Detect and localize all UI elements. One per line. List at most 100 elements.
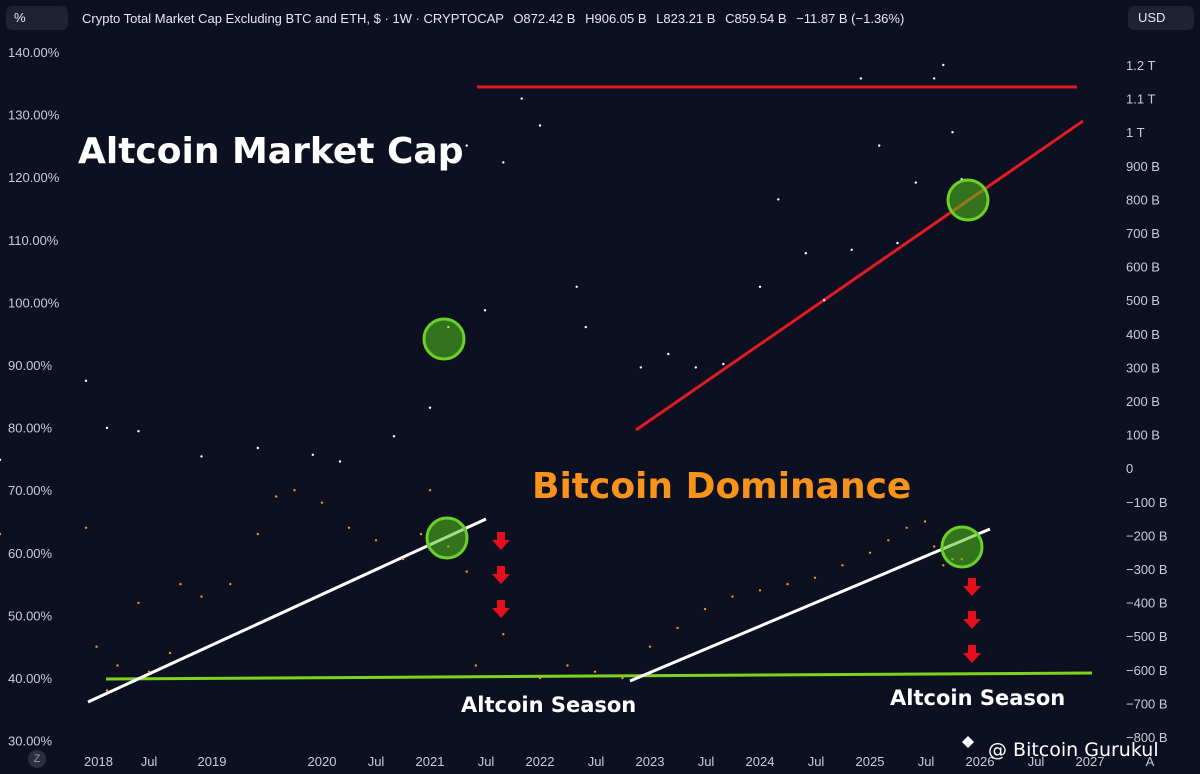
bitcoin-dominance-point — [84, 526, 88, 529]
left-axis-tick-label: 30.00% — [8, 734, 53, 749]
bitcoin-dominance-point — [593, 670, 597, 673]
bitcoin-dominance-point — [887, 539, 890, 542]
bitcoin-dominance-point — [428, 489, 432, 492]
right-axis-tick-label: 1.2 T — [1126, 58, 1155, 73]
left-axis-tick-label: 120.00% — [8, 170, 60, 185]
bitcoin-dominance-point — [703, 607, 707, 611]
dominance-trendline-1 — [87, 517, 487, 704]
down-arrow-icon — [963, 645, 981, 663]
time-axis-tick-label: Jul — [698, 754, 715, 769]
altcoin-market-cap-point — [256, 446, 259, 450]
altcoin-market-cap-point — [575, 285, 578, 288]
altcoin-market-cap-point — [914, 181, 917, 184]
ohlc-close: C859.54 B — [725, 11, 787, 26]
highlight-circle-dominance-2025 — [940, 525, 984, 569]
time-axis-tick-label: 2027 — [1076, 754, 1105, 769]
right-price-axis[interactable]: 1.2 T 1.1 T 1 T 900 B 800 B 700 B 600 B 500 B 40… — [1126, 58, 1168, 745]
altcoin-market-cap-point — [0, 458, 2, 461]
bitcoin-dominance-point — [933, 545, 936, 548]
percent-scale-button[interactable]: % — [6, 6, 68, 30]
time-axis-tick-label: Jul — [808, 754, 825, 769]
bitcoin-dominance-point — [293, 489, 296, 492]
altcoin-market-cap-point — [942, 63, 945, 67]
dominance-series — [0, 489, 963, 692]
altcoin-market-cap-point — [465, 144, 468, 147]
watermark: @ Bitcoin Gurukul — [962, 736, 1159, 761]
time-axis-tick-label: 2023 — [636, 754, 665, 769]
bitcoin-dominance-point — [419, 532, 423, 536]
bitcoin-dominance-point — [229, 582, 232, 586]
left-axis-tick-label: 80.00% — [8, 421, 53, 436]
down-arrow-icon — [963, 611, 981, 629]
altcoin-market-cap-point — [878, 144, 881, 147]
time-axis[interactable]: 2018 Jul 2019 2020 Jul 2021 Jul 2022 Jul 2023 Jul 2… — [84, 754, 1155, 769]
time-axis-tick-label: 2025 — [856, 754, 885, 769]
bitcoin-dominance-point — [621, 676, 624, 680]
bitcoin-dominance-point — [137, 601, 140, 605]
altcap-series — [0, 64, 963, 463]
altcoin-market-cap-point — [639, 366, 642, 369]
ohlc-low: L823.21 B — [656, 11, 716, 26]
time-axis-tick-label: A — [1146, 754, 1155, 769]
left-axis-tick-label: 130.00% — [8, 108, 60, 123]
altcoin-market-cap-point — [859, 77, 862, 80]
left-price-axis[interactable]: 140.00% 130.00% 120.00% 110.00% 100.00% 90.00… — [8, 45, 60, 749]
altcoin-market-cap-point — [758, 285, 762, 288]
bitcoin-dominance-point — [105, 689, 109, 692]
down-arrow-icon — [492, 600, 510, 618]
currency-button[interactable]: USD — [1128, 6, 1194, 30]
left-axis-tick-label: 140.00% — [8, 45, 60, 60]
altcoin-market-cap-point — [538, 124, 542, 127]
time-axis-tick-label: Jul — [478, 754, 495, 769]
bitcoin-dominance-point — [566, 664, 569, 667]
time-axis-tick-label: Jul — [368, 754, 385, 769]
down-arrows-2025 — [963, 578, 981, 663]
time-axis-tick-label: 2018 — [84, 754, 113, 769]
right-axis-tick-label: 200 B — [1126, 394, 1160, 409]
time-axis-tick-label: 2022 — [526, 754, 555, 769]
down-arrow-icon — [963, 578, 981, 596]
bitcoin-dominance-point — [0, 532, 2, 536]
altcoin-market-cap-point — [722, 362, 725, 366]
right-axis-tick-label: −200 B — [1126, 528, 1168, 543]
bitcoin-dominance-point — [95, 645, 98, 648]
right-axis-tick-label: 400 B — [1126, 327, 1160, 342]
highlight-circle-altcap-2021 — [422, 317, 466, 361]
altcoin-market-cap-point — [777, 198, 780, 201]
altcoin-market-cap-point — [850, 248, 853, 251]
altcoin-market-cap-point — [105, 426, 109, 430]
altcoin-market-cap-point — [804, 252, 807, 255]
down-arrow-icon — [492, 532, 510, 550]
left-axis-tick-label: 110.00% — [8, 233, 59, 248]
right-axis-tick-label: −600 B — [1126, 663, 1168, 678]
altcoin-cap-title: Altcoin Market Cap — [78, 131, 463, 172]
down-arrow-icon — [492, 566, 510, 584]
right-axis-tick-label: 1.1 T — [1126, 92, 1155, 107]
altcoin-market-cap-point — [338, 460, 342, 463]
dominance-title: Bitcoin Dominance — [532, 466, 911, 507]
altcoin-market-cap-point — [200, 455, 203, 458]
time-axis-tick-label: Jul — [918, 754, 935, 769]
altcoin-market-cap-point — [520, 97, 523, 100]
time-axis-tick-label: 2024 — [746, 754, 775, 769]
right-axis-tick-label: 800 B — [1126, 192, 1160, 207]
zoom-reset-icon[interactable]: Z — [28, 750, 46, 768]
altcoin-market-cap-point — [933, 77, 936, 80]
right-axis-tick-label: −400 B — [1126, 596, 1168, 611]
right-axis-tick-label: 100 B — [1126, 428, 1160, 443]
right-axis-tick-label: −100 B — [1126, 495, 1168, 510]
bitcoin-dominance-point — [374, 539, 378, 542]
time-axis-tick-label: Jul — [141, 754, 158, 769]
altcoin-season-label-1: Altcoin Season — [461, 693, 636, 717]
right-axis-tick-label: 700 B — [1126, 226, 1160, 241]
altcoin-market-cap-point — [823, 299, 826, 302]
ohlc-high: H906.05 B — [585, 11, 647, 26]
bitcoin-dominance-point — [786, 582, 789, 586]
bitcoin-dominance-point — [758, 589, 762, 592]
symbol-name[interactable]: Crypto Total Market Cap Excluding BTC an… — [82, 11, 504, 26]
bitcoin-dominance-point — [256, 532, 259, 536]
bitcoin-dominance-point — [116, 664, 119, 667]
dominance-floor-line — [105, 671, 1093, 681]
bitcoin-dominance-point — [648, 645, 652, 648]
